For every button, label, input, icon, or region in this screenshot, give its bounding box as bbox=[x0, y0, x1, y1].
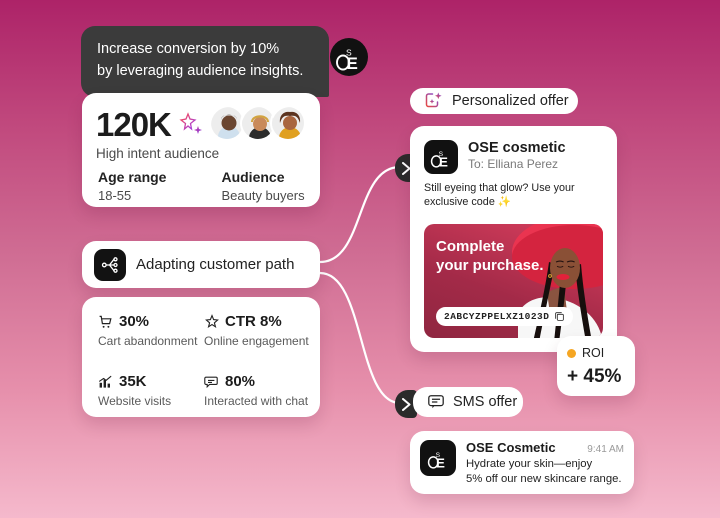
svg-text:E: E bbox=[436, 455, 445, 469]
svg-text:E: E bbox=[347, 54, 358, 71]
svg-text:E: E bbox=[439, 154, 448, 168]
